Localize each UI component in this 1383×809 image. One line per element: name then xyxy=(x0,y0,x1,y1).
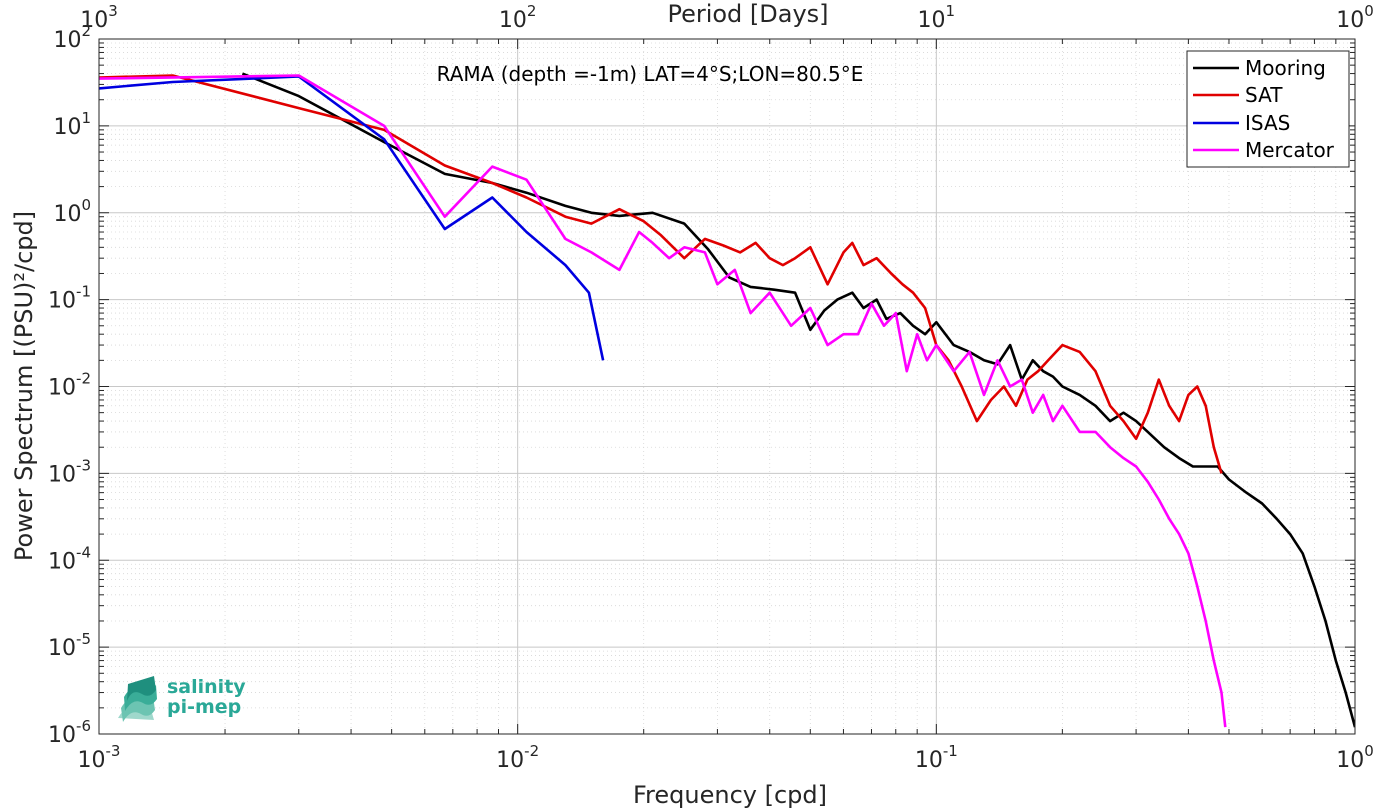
x-tick-label: 10-1 xyxy=(915,742,958,773)
y-tick-base: 10 xyxy=(53,28,81,53)
axis-ticks xyxy=(98,38,1356,735)
y-tick-label: 10-4 xyxy=(48,543,91,574)
y-tick-base: 10 xyxy=(48,549,76,574)
y-axis-label: Power Spectrum [(PSU)²/cpd] xyxy=(10,211,38,561)
major-grid xyxy=(98,38,1356,735)
logo-text-salinity: salinity xyxy=(167,676,246,698)
top-tick-exponent: 1 xyxy=(946,2,956,20)
y-tick-label: 100 xyxy=(53,196,91,227)
y-tick-base: 10 xyxy=(48,289,76,314)
top-tick-base: 10 xyxy=(80,8,108,33)
top-tick-base: 10 xyxy=(918,8,946,33)
series-line-sat xyxy=(99,74,1223,474)
y-tick-exponent: 1 xyxy=(81,109,91,127)
y-tick-label: 10-3 xyxy=(48,456,91,487)
y-tick-label: 102 xyxy=(53,22,91,53)
series-line-isas xyxy=(99,75,605,361)
y-tick-base: 10 xyxy=(48,723,76,748)
legend: Mooring SAT ISAS Mercator xyxy=(1186,50,1350,168)
y-tick-base: 10 xyxy=(53,115,81,140)
x-tick-label: 100 xyxy=(1336,742,1374,773)
top-tick-exponent: 3 xyxy=(108,2,118,20)
top-tick-base: 10 xyxy=(499,8,527,33)
legend-box xyxy=(1186,50,1350,168)
top-tick-exponent: 2 xyxy=(527,2,537,20)
y-tick-base: 10 xyxy=(48,636,76,661)
x-tick-base: 10 xyxy=(496,748,524,773)
logo-text-pimep: pi-mep xyxy=(167,696,241,718)
y-tick-base: 10 xyxy=(53,202,81,227)
tick-labels: 10-310310-210210-110110010010-610-510-41… xyxy=(48,2,1374,773)
y-tick-exponent: 2 xyxy=(81,22,91,40)
wave-logo-icon xyxy=(118,676,157,722)
x-axis-label: Frequency [cpd] xyxy=(633,781,827,809)
top-tick-base: 10 xyxy=(1336,8,1364,33)
y-tick-base: 10 xyxy=(48,376,76,401)
y-tick-exponent: -2 xyxy=(76,370,91,388)
legend-label-isas: ISAS xyxy=(1245,111,1290,135)
series-line-mooring xyxy=(241,72,1355,728)
x-tick-base: 10 xyxy=(915,748,943,773)
top-tick-label: 102 xyxy=(499,2,537,33)
y-tick-exponent: 0 xyxy=(81,196,91,214)
y-tick-exponent: -3 xyxy=(76,456,91,474)
chart-title: RAMA (depth =-1m) LAT=4°S;LON=80.5°E xyxy=(437,62,864,86)
y-tick-label: 10-5 xyxy=(48,630,91,661)
y-tick-label: 10-2 xyxy=(48,370,91,401)
x-tick-label: 10-3 xyxy=(78,742,121,773)
x-tick-base: 10 xyxy=(78,748,106,773)
top-tick-label: 100 xyxy=(1336,2,1374,33)
x-tick-label: 10-2 xyxy=(496,742,539,773)
series-lines xyxy=(99,72,1355,728)
series-line-mercator xyxy=(99,74,1227,728)
legend-label-sat: SAT xyxy=(1245,83,1283,107)
x-tick-exponent: -3 xyxy=(106,742,121,760)
y-tick-exponent: -6 xyxy=(76,717,91,735)
x-tick-exponent: 0 xyxy=(1364,742,1374,760)
salinity-pimep-logo: salinity pi-mep xyxy=(118,676,246,722)
legend-label-mooring: Mooring xyxy=(1245,56,1326,80)
y-tick-label: 10-1 xyxy=(48,283,91,314)
x-tick-base: 10 xyxy=(1336,748,1364,773)
x-tick-exponent: -2 xyxy=(524,742,539,760)
y-tick-base: 10 xyxy=(48,462,76,487)
top-tick-label: 101 xyxy=(918,2,956,33)
y-tick-exponent: -1 xyxy=(76,283,91,301)
top-tick-label: 103 xyxy=(80,2,118,33)
x-tick-exponent: -1 xyxy=(943,742,958,760)
top-tick-exponent: 0 xyxy=(1364,2,1374,20)
y-tick-exponent: -4 xyxy=(76,543,91,561)
y-tick-label: 101 xyxy=(53,109,91,140)
top-axis-label: Period [Days] xyxy=(667,0,828,28)
y-tick-label: 10-6 xyxy=(48,717,91,748)
legend-label-mercator: Mercator xyxy=(1245,138,1335,162)
y-tick-exponent: -5 xyxy=(76,630,91,648)
